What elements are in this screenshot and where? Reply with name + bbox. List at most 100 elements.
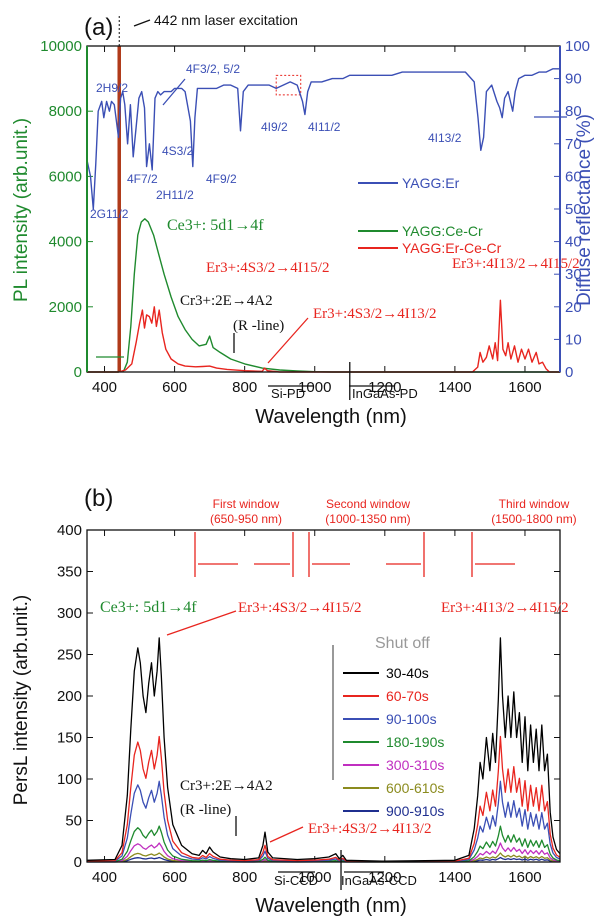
level-label: 4F3/2, 5/2 bbox=[186, 62, 240, 76]
window3-bracket bbox=[471, 532, 515, 577]
legend-a: YAGG:Er YAGG:Ce-Cr YAGG:Er-Ce-Cr bbox=[358, 175, 502, 256]
window2-title: Second window bbox=[326, 497, 410, 511]
window1-title: First window bbox=[213, 497, 280, 511]
y-tick-label-right: 100 bbox=[565, 38, 590, 55]
detector-left-b: Si-CCD bbox=[274, 873, 318, 888]
x-tick-label: 600 bbox=[162, 379, 187, 396]
window2-bracket bbox=[308, 532, 425, 577]
x-tick-label: 400 bbox=[92, 869, 117, 886]
cr-label-a: Cr3+:2E→4A2 bbox=[180, 293, 273, 309]
y-tick-label-right: 20 bbox=[565, 299, 582, 316]
y-tick-label-left: 0 bbox=[74, 364, 82, 381]
y-tick-label-right: 70 bbox=[565, 136, 582, 153]
y-tick-label-left: 2000 bbox=[49, 299, 82, 316]
er-arrow-b1 bbox=[166, 610, 237, 636]
level-label: 4F9/2 bbox=[206, 172, 237, 186]
series-group-a bbox=[86, 16, 560, 373]
x-tick-label: 800 bbox=[232, 869, 257, 886]
plot-frame-b bbox=[86, 529, 561, 890]
detector-left-a: Si-PD bbox=[271, 386, 305, 401]
er-green15-label-b: Er3+:4S3/2→4I15/2 bbox=[238, 600, 361, 616]
level-label: 4I9/2 bbox=[261, 120, 288, 134]
detector-right-a: InGaAs-PD bbox=[352, 386, 418, 401]
legend-label: 600-610s bbox=[386, 780, 444, 796]
laser-arrow bbox=[133, 19, 151, 27]
level-label: 2H9/2 bbox=[96, 81, 128, 95]
y-tick-label: 100 bbox=[57, 771, 82, 788]
y-tick-label-right: 10 bbox=[565, 331, 582, 348]
y-axis-title-right-a: Diffuse reflectance (%) bbox=[574, 114, 595, 306]
y-tick-label-left: 6000 bbox=[49, 168, 82, 185]
er-green13-label-b: Er3+:4S3/2→4I13/2 bbox=[308, 821, 431, 837]
y-tick-label-left: 10000 bbox=[40, 38, 82, 55]
y-tick-label-right: 80 bbox=[565, 103, 582, 120]
legend-label-ercecr: YAGG:Er-Ce-Cr bbox=[402, 240, 502, 256]
level-label: 4S3/2 bbox=[162, 144, 194, 158]
panel-a: 400 600 800 1000 1200 1400 1600020004000600080… bbox=[11, 12, 595, 428]
window1-bracket bbox=[194, 532, 294, 577]
x-tick-label: 1400 bbox=[438, 869, 471, 886]
series-line-4 bbox=[86, 825, 561, 863]
rline-label-b: (R -line) bbox=[180, 802, 231, 818]
x-tick-label: 1400 bbox=[438, 379, 471, 396]
zoom-box bbox=[275, 74, 302, 96]
highlight-box bbox=[275, 74, 302, 96]
axis-ticks-b: 400 600 800 1000 1200 1400 1600 0 50 100 150 200 250… bbox=[57, 522, 560, 886]
y-tick-label-left: 4000 bbox=[49, 234, 82, 251]
series-line-1 bbox=[86, 637, 561, 862]
x-tick-label: 1200 bbox=[368, 379, 401, 396]
y-tick-label: 350 bbox=[57, 564, 82, 581]
y-tick-label-left: 8000 bbox=[49, 103, 82, 120]
x-tick-label: 600 bbox=[162, 869, 187, 886]
y-axis-title-left-a: PL intensity (arb.unit.) bbox=[11, 118, 32, 302]
legend-label: 90-100s bbox=[386, 711, 437, 727]
detector-right-b: InGaAs-CCD bbox=[341, 873, 417, 888]
y-tick-label: 0 bbox=[74, 854, 82, 871]
legend-label: 300-310s bbox=[386, 757, 444, 773]
er-green13-label-a: Er3+:4S3/2→4I13/2 bbox=[313, 306, 436, 322]
x-tick-label: 1600 bbox=[508, 379, 541, 396]
er-arrow-b2 bbox=[269, 826, 304, 843]
cr-label-b: Cr3+:2E→4A2 bbox=[180, 778, 273, 794]
x-axis-title-a: Wavelength (nm) bbox=[255, 406, 407, 428]
y-tick-label: 250 bbox=[57, 647, 82, 664]
legend-label-cecr: YAGG:Ce-Cr bbox=[402, 223, 483, 239]
y-tick-label: 400 bbox=[57, 522, 82, 539]
level-label: 2H11/2 bbox=[156, 188, 194, 202]
er-green15-label-a: Er3+:4S3/2→4I15/2 bbox=[206, 260, 329, 276]
series-line-3 bbox=[87, 299, 560, 373]
er-arrow-a bbox=[267, 317, 309, 364]
panel-label-a: (a) bbox=[84, 14, 113, 41]
ce-label-a: Ce3+: 5d1→4f bbox=[167, 217, 264, 234]
level-label: 4I11/2 bbox=[308, 120, 341, 134]
x-tick-label: 1200 bbox=[368, 869, 401, 886]
x-tick-label: 400 bbox=[92, 379, 117, 396]
y-tick-label: 150 bbox=[57, 730, 82, 747]
y-tick-label-right: 60 bbox=[565, 168, 582, 185]
x-axis-title-b: Wavelength (nm) bbox=[255, 895, 407, 917]
y-tick-label: 200 bbox=[57, 688, 82, 705]
series-line-2 bbox=[86, 735, 561, 863]
y-tick-label-right: 50 bbox=[565, 201, 582, 218]
legend-label: 900-910s bbox=[386, 803, 444, 819]
legend-b: 30-40s 60-70s 90-100s 180-190s 300-310s 600-6… bbox=[343, 665, 444, 819]
x-tick-label: 1600 bbox=[508, 869, 541, 886]
y-tick-label-right: 90 bbox=[565, 71, 582, 88]
window1-range: (650-950 nm) bbox=[210, 512, 282, 526]
legend-label-er: YAGG:Er bbox=[402, 175, 460, 191]
er-ir-label-a: Er3+:4I13/2→4I15/2 bbox=[452, 256, 580, 272]
legend-label: 180-190s bbox=[386, 734, 444, 750]
laser-label: 442 nm laser excitation bbox=[154, 12, 298, 28]
legend-label: 60-70s bbox=[386, 688, 429, 704]
y-axis-title-b: PersL intensity (arb.unit.) bbox=[11, 595, 32, 806]
er-ir-label-b: Er3+:4I13/2→4I15/2 bbox=[441, 600, 569, 616]
legend-title-b: Shut off bbox=[375, 635, 430, 652]
window2-range: (1000-1350 nm) bbox=[325, 512, 410, 526]
frame-b bbox=[86, 529, 561, 863]
series-line-3 bbox=[86, 780, 561, 863]
level-label: 4F7/2 bbox=[127, 172, 158, 186]
level-label: 4I13/2 bbox=[428, 131, 462, 145]
window3-range: (1500-1800 nm) bbox=[491, 512, 576, 526]
ce-label-b: Ce3+: 5d1→4f bbox=[100, 599, 197, 616]
